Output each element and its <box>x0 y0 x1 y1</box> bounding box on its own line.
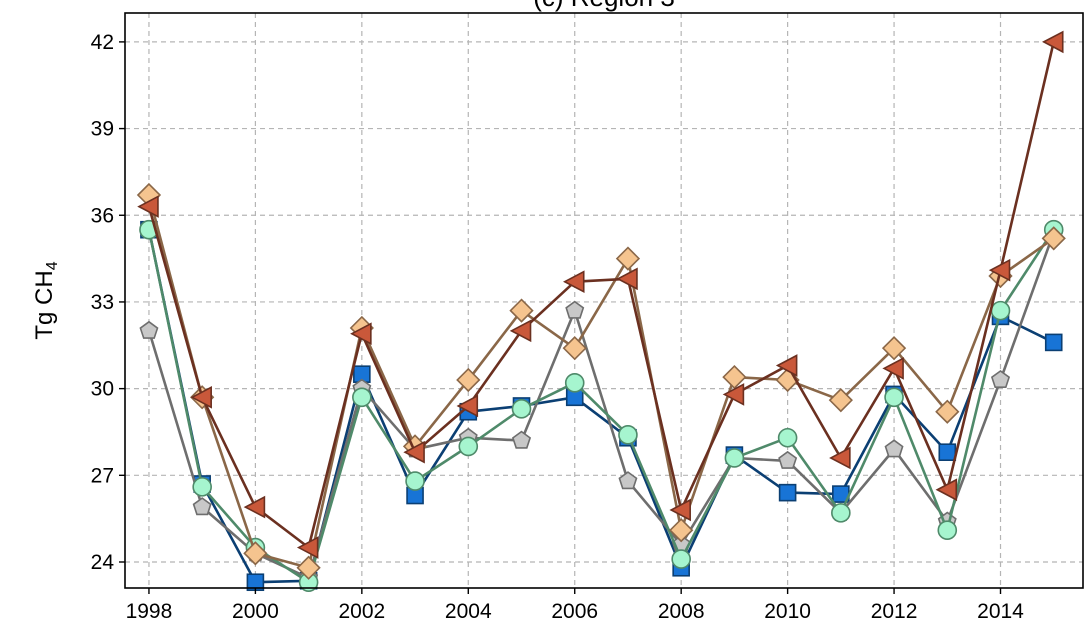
data-point-circle <box>992 302 1010 320</box>
data-point-circle <box>193 478 211 496</box>
x-tick-label: 2012 <box>871 600 918 623</box>
y-tick-label: 27 <box>91 464 114 487</box>
data-point-circle <box>672 550 690 568</box>
data-point-square <box>1046 334 1062 350</box>
x-tick-label: 1998 <box>126 600 173 623</box>
data-point-circle <box>885 388 903 406</box>
data-point-circle <box>566 374 584 392</box>
y-tick-label: 33 <box>91 291 114 314</box>
data-point-circle <box>779 429 797 447</box>
y-axis-label-main: Tg CH <box>31 270 58 339</box>
x-tick-label: 2008 <box>658 600 705 623</box>
data-point-circle <box>619 426 637 444</box>
data-point-circle <box>353 388 371 406</box>
data-point-square <box>780 485 796 501</box>
x-tick-label: 2004 <box>445 600 492 623</box>
y-tick-label: 24 <box>91 551 115 574</box>
x-tick-label: 2010 <box>764 600 811 623</box>
x-tick-label: 2000 <box>232 600 279 623</box>
data-point-circle <box>832 504 850 522</box>
y-axis-label: Tg CH4 <box>31 261 61 339</box>
data-point-circle <box>406 472 424 490</box>
y-tick-label: 30 <box>91 378 114 401</box>
data-point-circle <box>725 449 743 467</box>
y-axis-label-subscript: 4 <box>44 261 61 270</box>
x-tick-label: 2002 <box>338 600 385 623</box>
x-tick-label: 2006 <box>551 600 598 623</box>
data-point-circle <box>513 400 531 418</box>
data-point-circle <box>938 521 956 539</box>
chart-title: (c) Region 3 <box>533 0 675 12</box>
x-tick-label: 2014 <box>977 600 1024 623</box>
data-point-square <box>939 444 955 460</box>
data-point-circle <box>459 437 477 455</box>
y-tick-label: 36 <box>91 204 114 227</box>
y-tick-label: 42 <box>91 31 114 54</box>
y-tick-label: 39 <box>91 118 114 141</box>
